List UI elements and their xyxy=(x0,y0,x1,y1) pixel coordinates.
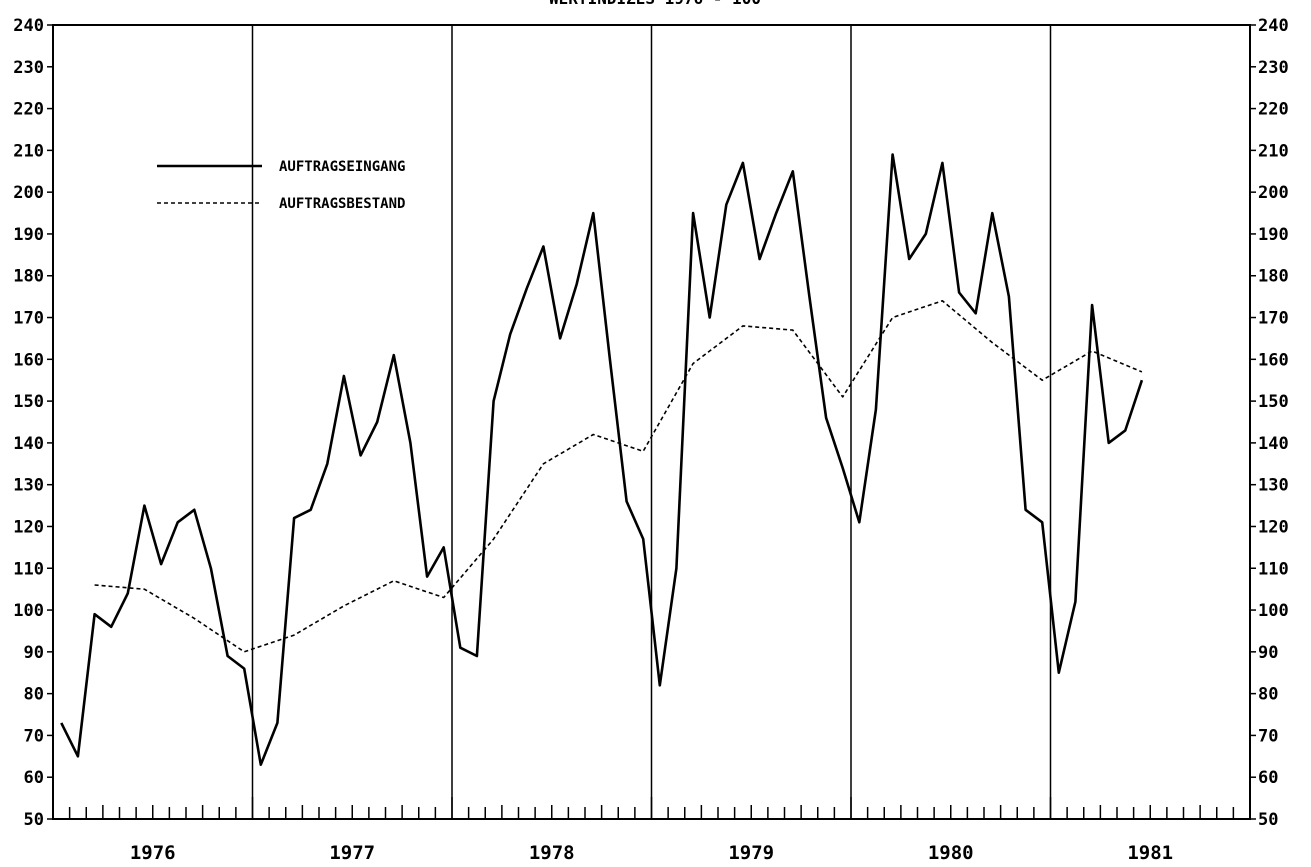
y-tick-label-right: 230 xyxy=(1258,58,1289,78)
legend-label-auftragseingang: AUFTRAGSEINGANG xyxy=(279,159,405,175)
y-tick-label-right: 100 xyxy=(1258,601,1289,621)
y-tick-label-left: 220 xyxy=(13,100,44,120)
y-tick-label-right: 140 xyxy=(1258,434,1289,454)
y-tick-label-right: 110 xyxy=(1258,559,1289,579)
y-axis-left: 50 60 70 80 90 100 110 120 130 140 150 160 170 180 190… xyxy=(13,16,53,830)
x-axis: 1976 1977 1978 1979 1980 1981 xyxy=(52,797,1251,864)
chart-title: WERTINDIZES 1976 - 100 xyxy=(549,0,761,8)
series-layer xyxy=(60,153,1144,767)
y-tick-label-right: 60 xyxy=(1258,768,1278,788)
series-line-auftragsbestand xyxy=(94,299,1143,653)
y-tick-label-left: 210 xyxy=(13,141,44,161)
y-tick-label-right: 170 xyxy=(1258,309,1289,329)
y-tick-label-right: 160 xyxy=(1258,350,1289,370)
y-tick-label-left: 50 xyxy=(24,810,44,830)
y-tick-label-left: 180 xyxy=(13,267,44,287)
y-tick-label-right: 240 xyxy=(1258,16,1289,36)
y-tick-label-right: 180 xyxy=(1258,267,1289,287)
legend: AUFTRAGSEINGANG AUFTRAGSBESTAND xyxy=(157,159,405,212)
y-tick-label-left: 230 xyxy=(13,58,44,78)
y-tick-label-left: 80 xyxy=(24,685,44,705)
y-tick-label-left: 70 xyxy=(24,726,44,746)
x-tick-label: 1977 xyxy=(329,842,375,864)
y-tick-label-right: 130 xyxy=(1258,476,1289,496)
y-tick-label-left: 190 xyxy=(13,225,44,245)
y-tick-label-left: 100 xyxy=(13,601,44,621)
y-tick-label-right: 200 xyxy=(1258,183,1289,203)
x-tick-label: 1979 xyxy=(728,842,774,864)
x-tick-label: 1981 xyxy=(1127,842,1173,864)
y-tick-label-left: 120 xyxy=(13,517,44,537)
y-tick-label-right: 80 xyxy=(1258,685,1278,705)
y-tick-label-left: 110 xyxy=(13,559,44,579)
y-tick-label-left: 150 xyxy=(13,392,44,412)
x-tick-label: 1976 xyxy=(130,842,176,864)
y-tick-label-right: 50 xyxy=(1258,810,1278,830)
year-dividers xyxy=(251,25,1052,819)
y-tick-label-right: 220 xyxy=(1258,100,1289,120)
y-tick-label-right: 190 xyxy=(1258,225,1289,245)
y-tick-label-right: 70 xyxy=(1258,726,1278,746)
y-tick-label-left: 240 xyxy=(13,16,44,36)
y-tick-label-right: 210 xyxy=(1258,141,1289,161)
y-tick-label-left: 60 xyxy=(24,768,44,788)
series-line-auftragseingang xyxy=(60,153,1144,767)
y-tick-label-left: 90 xyxy=(24,643,44,663)
y-tick-label-right: 120 xyxy=(1258,517,1289,537)
x-tick-label: 1980 xyxy=(928,842,974,864)
y-tick-label-left: 170 xyxy=(13,309,44,329)
legend-label-auftragsbestand: AUFTRAGSBESTAND xyxy=(279,196,405,212)
y-tick-label-left: 130 xyxy=(13,476,44,496)
y-tick-label-left: 160 xyxy=(13,350,44,370)
y-tick-label-left: 140 xyxy=(13,434,44,454)
y-tick-label-left: 200 xyxy=(13,183,44,203)
x-tick-label: 1978 xyxy=(529,842,575,864)
y-axis-right: 50 60 70 80 90 100 110 120 130 140 150 160 170 180 190… xyxy=(1250,16,1289,830)
y-tick-label-right: 150 xyxy=(1258,392,1289,412)
y-tick-label-right: 90 xyxy=(1258,643,1278,663)
